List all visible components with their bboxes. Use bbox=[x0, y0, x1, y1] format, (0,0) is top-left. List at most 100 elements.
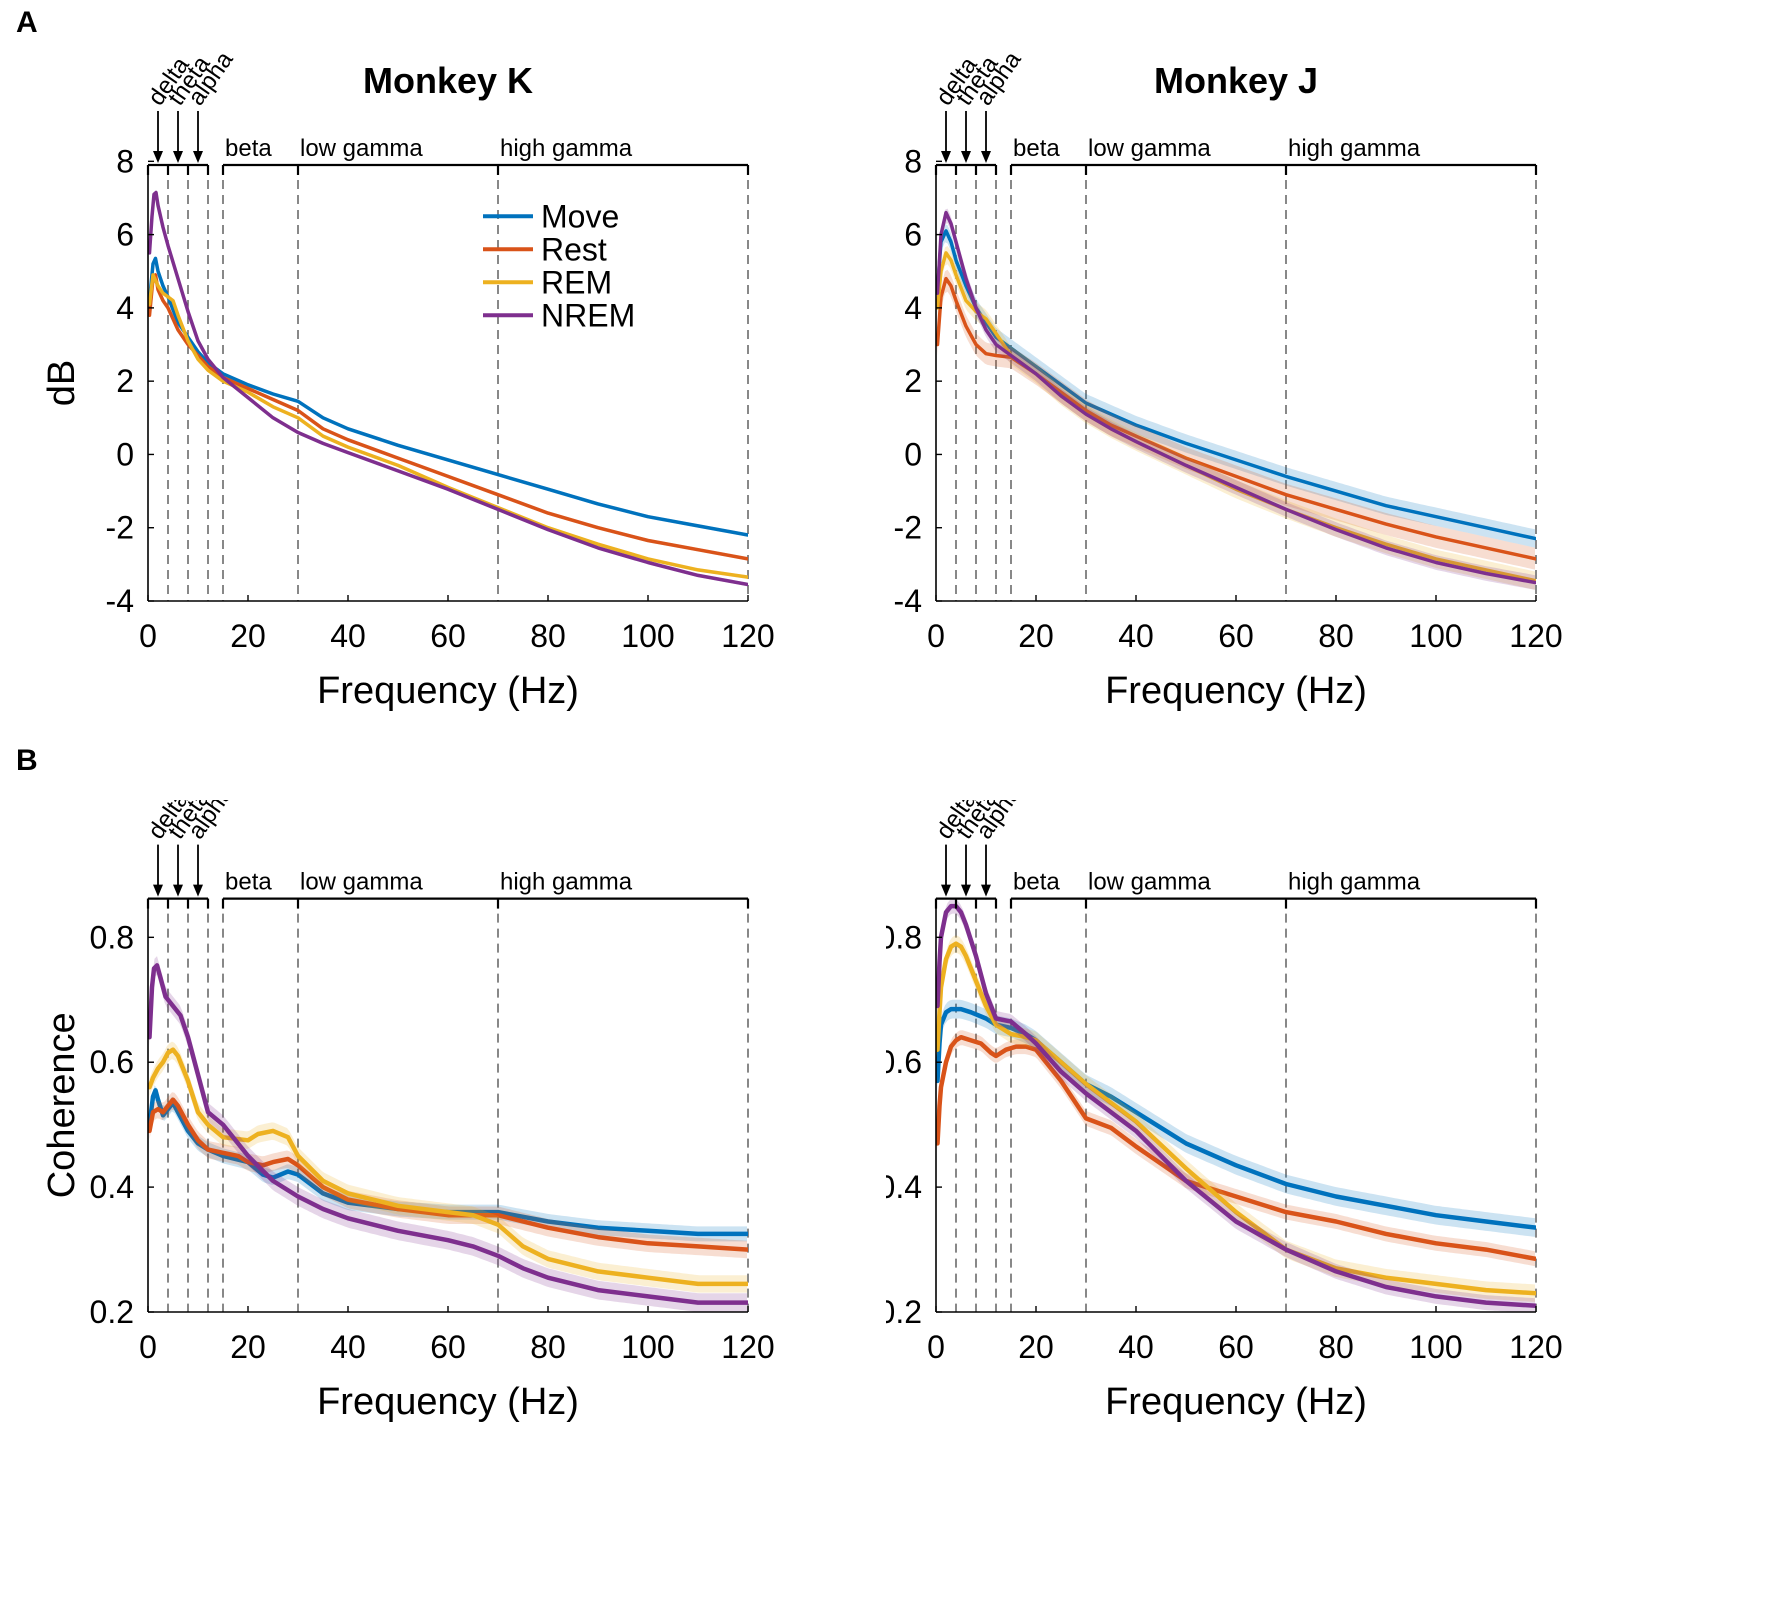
chart-title: Monkey K bbox=[363, 60, 533, 101]
x-axis-label: Frequency (Hz) bbox=[317, 670, 579, 712]
y-tick-label: 0.8 bbox=[886, 919, 922, 955]
band-arrowhead-theta bbox=[961, 150, 971, 163]
legend-label-rest: Rest bbox=[541, 231, 607, 267]
y-tick-label: -4 bbox=[106, 583, 134, 619]
series-line-rem bbox=[148, 273, 748, 579]
y-tick-label: 8 bbox=[116, 143, 134, 179]
legend-label-rem: REM bbox=[541, 264, 612, 300]
x-tick-label: 40 bbox=[330, 1329, 366, 1365]
band-arrowhead-alpha bbox=[981, 150, 991, 163]
band-label-beta: beta bbox=[225, 869, 272, 896]
band-label-low-gamma: low gamma bbox=[1088, 135, 1211, 162]
x-tick-label: 0 bbox=[927, 618, 945, 654]
series-line-move bbox=[936, 229, 1536, 541]
band-arrowhead-alpha bbox=[193, 150, 203, 163]
x-tick-label: 120 bbox=[1509, 618, 1562, 654]
band-arrowhead-theta bbox=[961, 884, 971, 897]
band-label-high-gamma: high gamma bbox=[500, 135, 633, 162]
x-tick-label: 0 bbox=[927, 1329, 945, 1365]
series-line-rest bbox=[148, 273, 748, 561]
y-tick-label: 0.2 bbox=[886, 1294, 922, 1330]
y-tick-label: 2 bbox=[904, 363, 922, 399]
x-tick-label: 120 bbox=[721, 1329, 774, 1365]
band-label-beta: beta bbox=[1013, 135, 1060, 162]
panel-label-a: A bbox=[16, 6, 38, 39]
x-tick-label: 60 bbox=[430, 1329, 466, 1365]
y-tick-label: 0.4 bbox=[90, 1169, 134, 1205]
y-tick-label: 4 bbox=[904, 290, 922, 326]
chart-spectrum-monkey-k: 0 20 40 60 80 100 120 -4 -2 0 2 4 6 8 Frequency (Hz) dB… bbox=[41, 46, 775, 712]
x-axis-label: Frequency (Hz) bbox=[317, 1381, 579, 1423]
x-tick-label: 20 bbox=[230, 1329, 266, 1365]
x-tick-label: 40 bbox=[1118, 1329, 1154, 1365]
series-line-nrem bbox=[936, 210, 1536, 585]
y-tick-label: 6 bbox=[904, 217, 922, 253]
y-tick-label: 2 bbox=[116, 363, 134, 399]
error-band-move bbox=[937, 224, 1535, 548]
chart-coherence-monkey-j: 0 20 40 60 80 100 120 0.2 0.4 0.6 0.8 Frequency (Hz… bbox=[886, 800, 1563, 1423]
x-tick-label: 100 bbox=[621, 618, 674, 654]
y-tick-label: 8 bbox=[904, 143, 922, 179]
y-axis-label: dB bbox=[41, 360, 83, 406]
x-tick-label: 80 bbox=[530, 618, 566, 654]
band-label-high-gamma: high gamma bbox=[1288, 135, 1421, 162]
band-label-low-gamma: low gamma bbox=[300, 135, 423, 162]
x-axis-label: Frequency (Hz) bbox=[1105, 1381, 1367, 1423]
series-line-rest bbox=[936, 276, 1536, 561]
y-tick-label: 0 bbox=[904, 436, 922, 472]
y-tick-label: 0.2 bbox=[90, 1294, 134, 1330]
series-line-move bbox=[148, 256, 748, 537]
band-arrowhead-delta bbox=[153, 150, 163, 163]
legend-label-move: Move bbox=[541, 198, 619, 234]
x-axis-label: Frequency (Hz) bbox=[1105, 670, 1367, 712]
error-band-rest bbox=[149, 1092, 747, 1259]
band-label-low-gamma: low gamma bbox=[300, 869, 423, 896]
error-band-nrem bbox=[937, 208, 1535, 590]
series-line-rest bbox=[148, 1097, 748, 1252]
x-tick-label: 100 bbox=[1409, 618, 1462, 654]
band-arrowhead-delta bbox=[941, 150, 951, 163]
band-arrowhead-delta bbox=[941, 884, 951, 897]
error-band-rest bbox=[937, 269, 1535, 570]
band-label-high-gamma: high gamma bbox=[1288, 869, 1421, 896]
error-band-rest bbox=[937, 1030, 1535, 1267]
error-band-move bbox=[149, 258, 747, 537]
band-label-beta: beta bbox=[225, 135, 272, 162]
x-tick-label: 60 bbox=[1218, 1329, 1254, 1365]
x-tick-label: 40 bbox=[1118, 618, 1154, 654]
y-tick-label: 0.4 bbox=[886, 1169, 922, 1205]
y-tick-label: 0.6 bbox=[90, 1044, 134, 1080]
x-tick-label: 20 bbox=[1018, 1329, 1054, 1365]
y-axis-label: Coherence bbox=[41, 1012, 83, 1198]
x-tick-label: 120 bbox=[721, 618, 774, 654]
x-tick-label: 80 bbox=[1318, 1329, 1354, 1365]
y-tick-label: 0.6 bbox=[886, 1044, 922, 1080]
chart-coherence-monkey-k: 0 20 40 60 80 100 120 0.2 0.4 0.6 0.8 Frequency (Hz… bbox=[41, 800, 775, 1423]
band-label-high-gamma: high gamma bbox=[500, 869, 633, 896]
y-tick-label: -2 bbox=[106, 510, 134, 546]
x-tick-label: 120 bbox=[1509, 1329, 1562, 1365]
legend-label-nrem: NREM bbox=[541, 297, 635, 333]
band-label-beta: beta bbox=[1013, 869, 1060, 896]
series-line-nrem bbox=[936, 903, 1536, 1309]
x-tick-label: 0 bbox=[139, 1329, 157, 1365]
x-tick-label: 100 bbox=[1409, 1329, 1462, 1365]
panel-label-b: B bbox=[16, 744, 38, 777]
y-tick-label: -2 bbox=[894, 510, 922, 546]
x-tick-label: 60 bbox=[430, 618, 466, 654]
x-tick-label: 40 bbox=[330, 618, 366, 654]
band-arrowhead-theta bbox=[173, 150, 183, 163]
series-line-rest bbox=[936, 1034, 1536, 1262]
series-line-rem bbox=[148, 1047, 748, 1287]
error-band-rem bbox=[149, 276, 747, 579]
band-arrowhead-delta bbox=[153, 884, 163, 897]
y-tick-label: 6 bbox=[116, 217, 134, 253]
band-arrowhead-alpha bbox=[193, 884, 203, 897]
y-tick-label: 0 bbox=[116, 436, 134, 472]
chart-title: Monkey J bbox=[1154, 60, 1318, 101]
band-arrowhead-alpha bbox=[981, 884, 991, 897]
series-line-nrem bbox=[148, 190, 748, 587]
x-tick-label: 20 bbox=[1018, 618, 1054, 654]
